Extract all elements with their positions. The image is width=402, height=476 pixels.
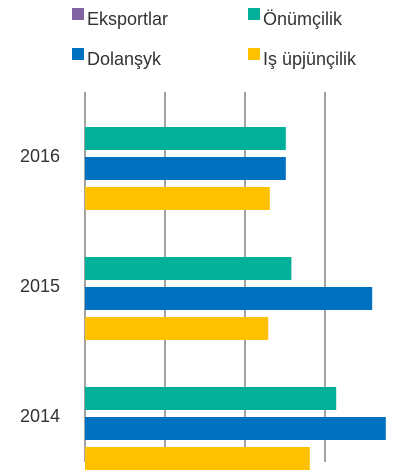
bar (85, 317, 269, 340)
legend-label: Eksportlar (87, 9, 168, 29)
bar (85, 417, 386, 440)
bar (85, 127, 286, 150)
legend-swatch (72, 48, 84, 60)
legend-label: Iş üpjünçilik (263, 49, 357, 69)
y-tick-label: 2015 (20, 276, 60, 296)
bar (85, 257, 292, 280)
legend-swatch (248, 48, 260, 60)
legend-label: Önümçilik (263, 9, 343, 29)
bar (85, 157, 286, 180)
y-tick-label: 2014 (20, 406, 60, 426)
bar (85, 387, 337, 410)
bar (85, 447, 310, 470)
bar (85, 187, 270, 210)
legend-swatch (72, 8, 84, 20)
legend-swatch (248, 8, 260, 20)
bar (85, 287, 373, 310)
legend-label: Dolanşyk (87, 49, 162, 69)
y-tick-label: 2016 (20, 146, 60, 166)
